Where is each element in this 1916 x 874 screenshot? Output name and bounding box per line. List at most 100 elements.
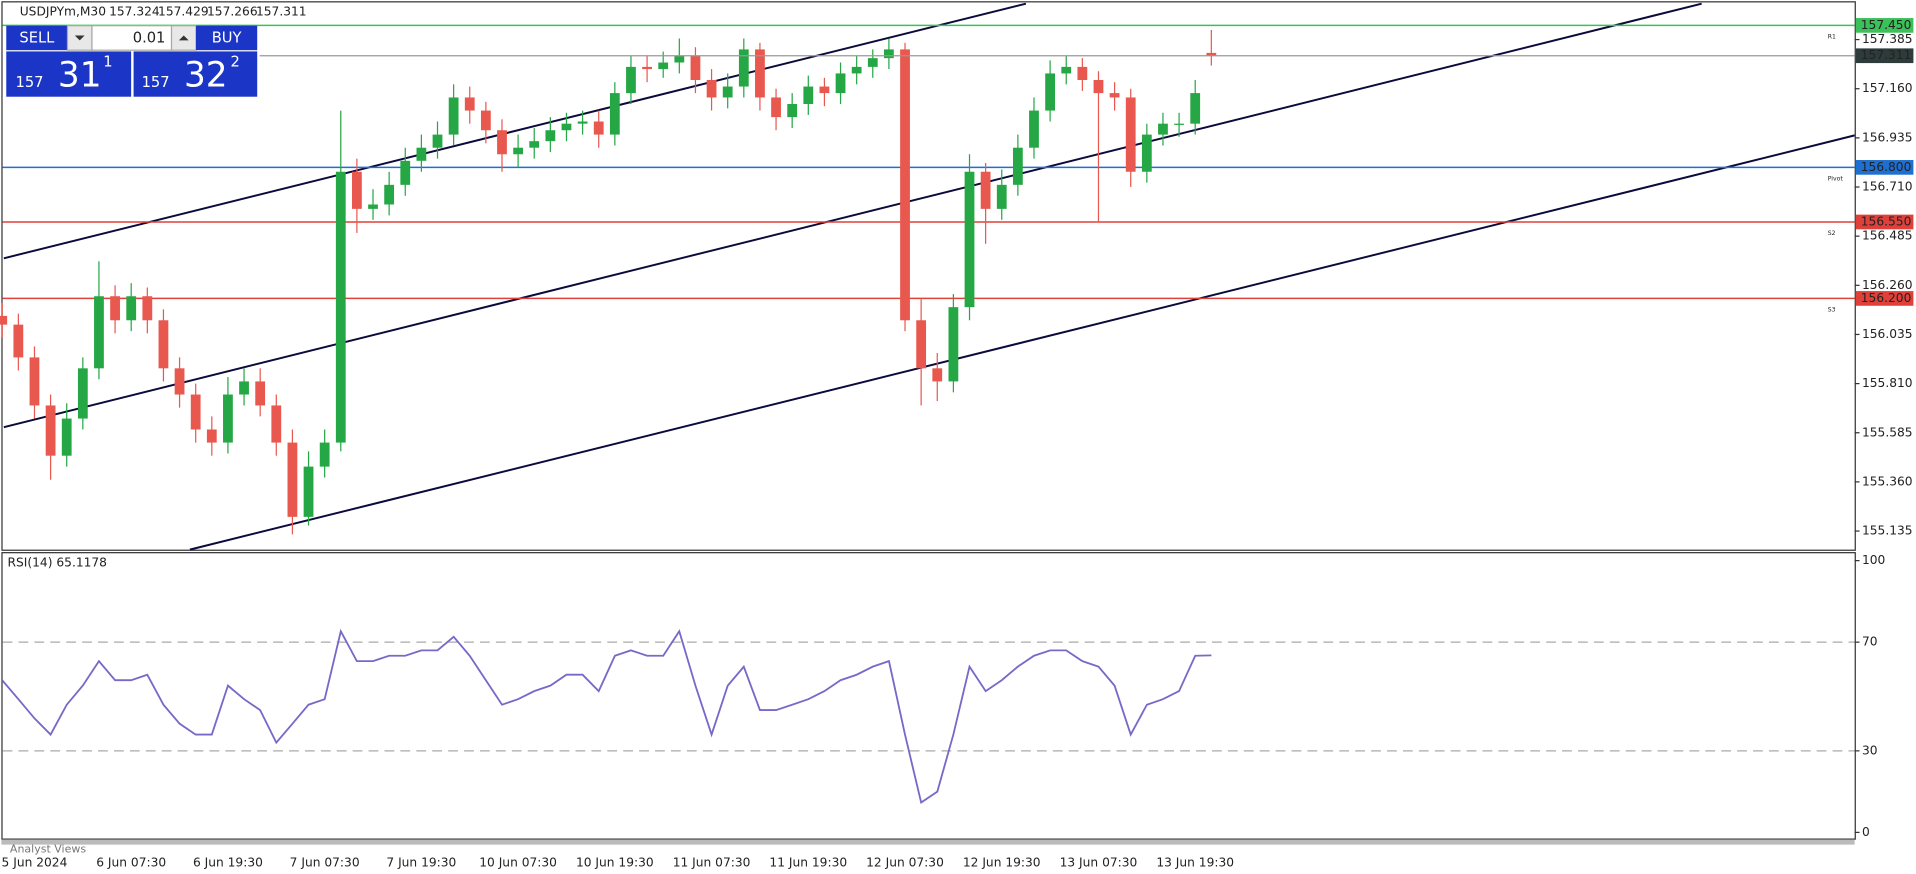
candle-body	[674, 55, 685, 63]
y-tick-label: 156.260	[1862, 278, 1913, 292]
candle-body	[352, 171, 362, 209]
candle-body	[771, 97, 781, 118]
candle-body	[642, 66, 652, 70]
candle-body	[94, 296, 104, 369]
x-tick-label: 5 Jun 2024	[2, 855, 68, 869]
candle-body	[303, 466, 314, 517]
x-tick-label: 12 Jun 07:30	[866, 855, 944, 869]
arrow-up-icon	[178, 35, 189, 41]
candle-body	[77, 368, 88, 419]
rsi-title: RSI(14) 65.1178	[7, 556, 106, 570]
candle-body	[271, 405, 282, 443]
price-frame	[1, 1, 1856, 551]
candle-body	[416, 147, 427, 161]
bid-box[interactable]	[6, 51, 132, 97]
candle-body	[900, 49, 910, 321]
candle-body	[948, 307, 959, 382]
level-tag-label: 156.800	[1861, 160, 1912, 174]
candle-body	[690, 55, 701, 80]
candle-body	[706, 79, 717, 98]
y-tick-label: 0	[1862, 825, 1870, 839]
candle-body	[464, 97, 475, 111]
candle-body	[432, 134, 443, 148]
level-tag-label: 156.200	[1861, 291, 1912, 305]
y-tick-label: 70	[1862, 635, 1878, 649]
candle-body	[174, 368, 185, 395]
y-tick-label: 156.710	[1862, 180, 1913, 194]
candle-body	[1141, 134, 1152, 172]
ask-box[interactable]	[133, 51, 258, 97]
y-tick-label: 155.810	[1862, 376, 1913, 390]
level-name: S3	[1828, 306, 1836, 313]
x-tick-label: 6 Jun 19:30	[193, 855, 263, 869]
candle-body	[110, 296, 120, 321]
x-tick-label: 13 Jun 07:30	[1060, 855, 1138, 869]
buy-label[interactable]: BUY	[212, 30, 242, 47]
candle-body	[158, 320, 169, 369]
candle-body	[335, 171, 346, 443]
ohlc-low: 157.266	[207, 5, 258, 19]
candle-body	[529, 141, 540, 148]
ask-sup: 2	[231, 53, 240, 70]
rsi-line	[1, 628, 1212, 805]
candle-body	[142, 296, 153, 321]
x-tick-label: 6 Jun 07:30	[96, 855, 166, 869]
rsi-frame	[1, 552, 1856, 840]
candle-body	[1109, 93, 1120, 98]
ohlc-high: 157.429	[158, 5, 209, 19]
sell-button[interactable]	[6, 25, 68, 51]
candle-body	[400, 160, 411, 185]
ask-main: 32	[184, 56, 228, 96]
candle-body	[126, 296, 137, 321]
level-tag	[1855, 160, 1914, 175]
candle-body	[916, 320, 927, 369]
footer-tab[interactable]: Analyst Views	[10, 843, 86, 856]
candle-body	[497, 130, 507, 155]
candle-body	[1093, 79, 1104, 94]
price-tag	[1855, 48, 1914, 64]
candle-body	[787, 104, 798, 118]
candle-body	[561, 123, 572, 131]
y-tick-label: 100	[1862, 553, 1885, 567]
x-tick-label: 10 Jun 07:30	[479, 855, 557, 869]
candle-body	[738, 49, 749, 87]
candle-body	[13, 324, 24, 358]
x-tick-label: 10 Jun 19:30	[576, 855, 654, 869]
y-tick-label: 157.160	[1862, 81, 1913, 95]
level-tag	[1855, 18, 1914, 33]
candle-body	[1190, 93, 1201, 124]
candle-body	[223, 394, 233, 443]
price-tag-label: 157.311	[1861, 48, 1912, 62]
candle-body	[29, 357, 40, 406]
y-tick-label: 156.485	[1862, 229, 1913, 243]
y-tick-label: 157.385	[1862, 32, 1913, 46]
level-name: R1	[1828, 33, 1836, 40]
y-tick-label: 155.585	[1862, 425, 1913, 439]
candle-body	[513, 147, 524, 155]
candle-body	[1125, 97, 1136, 172]
channel-line	[189, 134, 1855, 551]
candle-body	[45, 405, 56, 456]
x-tick-label: 13 Jun 19:30	[1156, 855, 1234, 869]
candle-body	[206, 429, 217, 443]
arrow-down-icon	[74, 35, 85, 41]
volume-value[interactable]: 0.01	[133, 30, 166, 47]
candle-body	[61, 418, 72, 456]
candle-body	[0, 315, 8, 325]
sell-label[interactable]: SELL	[19, 30, 55, 47]
symbol: USDJPYm,M30	[20, 5, 106, 19]
buy-button[interactable]	[196, 25, 258, 51]
y-tick-label: 156.935	[1862, 130, 1913, 144]
candle-body	[480, 110, 491, 131]
candle-body	[851, 66, 862, 74]
y-tick-label: 155.360	[1862, 474, 1913, 488]
candle-body	[609, 93, 620, 135]
bid-sup: 1	[103, 53, 112, 70]
candle-body	[803, 86, 814, 105]
candle-body	[722, 86, 733, 98]
candle-body	[964, 171, 975, 308]
volume-input[interactable]	[91, 25, 173, 51]
candle-body	[368, 204, 378, 209]
level-tag	[1855, 214, 1914, 230]
